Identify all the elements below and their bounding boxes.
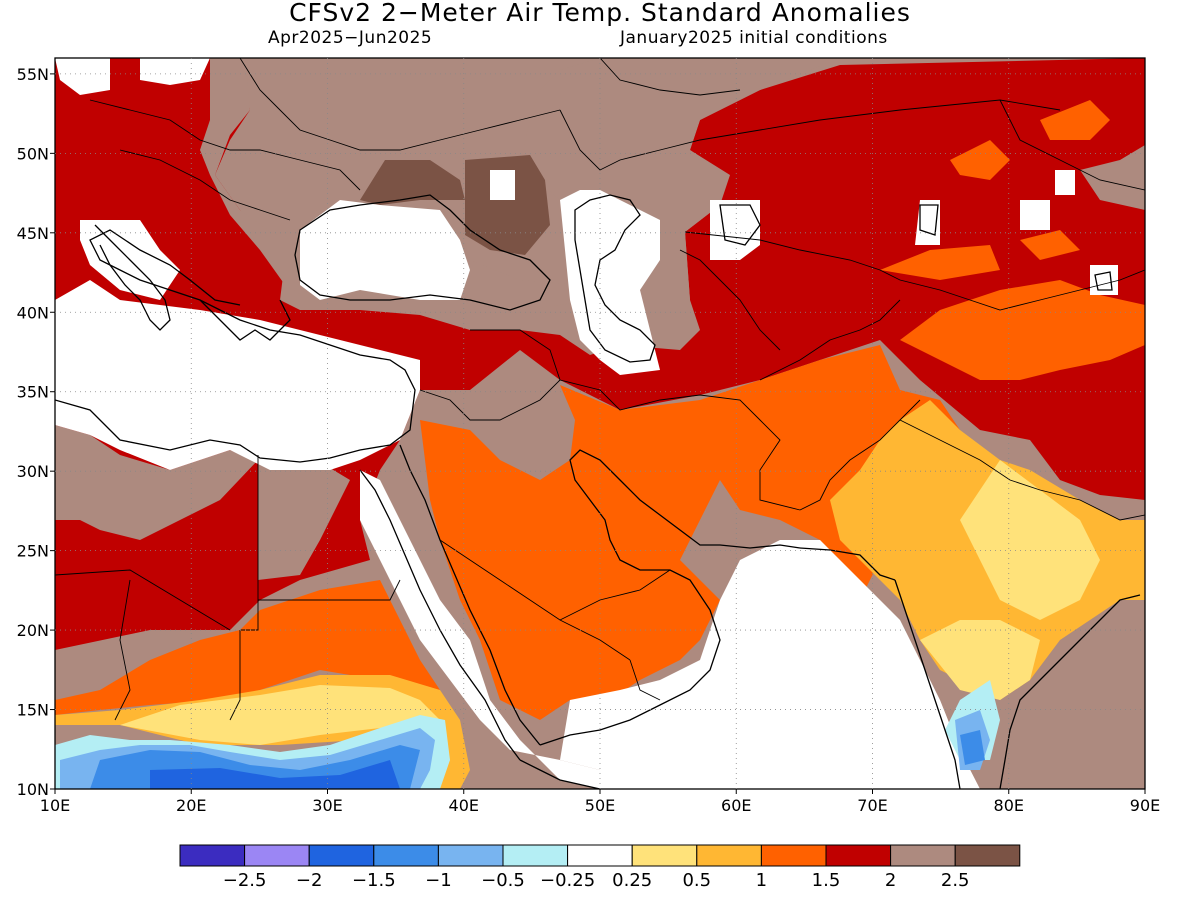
lon-label: 20E xyxy=(176,796,206,815)
forecast-period: Apr2025−Jun2025 xyxy=(268,28,433,48)
lat-label: 25N xyxy=(17,542,49,561)
legend-swatch xyxy=(179,844,246,867)
legend-swatch xyxy=(954,844,1021,867)
legend-swatch xyxy=(631,844,698,867)
borders xyxy=(55,58,1145,721)
legend-label: 1.5 xyxy=(812,870,841,891)
map-title: CFSv2 2−Meter Air Temp. Standard Anomali… xyxy=(289,0,911,27)
lat-label: 15N xyxy=(17,701,49,720)
lon-label: 10E xyxy=(40,796,70,815)
legend-label: 2.5 xyxy=(941,870,970,891)
lat-label: 35N xyxy=(17,383,49,402)
legend-label: −0.25 xyxy=(540,870,595,891)
color-legend xyxy=(179,844,1021,867)
initial-conditions: January2025 initial conditions xyxy=(620,28,888,48)
graticule xyxy=(55,58,1145,789)
legend-label: −0.5 xyxy=(481,870,525,891)
lon-label: 70E xyxy=(857,796,887,815)
lat-label: 30N xyxy=(17,462,49,481)
lon-label: 50E xyxy=(585,796,615,815)
legend-swatch xyxy=(696,844,762,867)
legend-swatch xyxy=(437,844,504,867)
legend-label: 2 xyxy=(885,870,896,891)
lat-label: 40N xyxy=(17,303,49,322)
lat-label: 45N xyxy=(17,224,49,243)
lon-label: 30E xyxy=(312,796,342,815)
legend-label: −1 xyxy=(425,870,452,891)
legend-label: 0.5 xyxy=(682,870,711,891)
lon-label: 60E xyxy=(721,796,751,815)
legend-swatch xyxy=(308,844,375,867)
legend-label: 1 xyxy=(756,870,767,891)
legend-swatch xyxy=(244,844,310,867)
lat-label: 10N xyxy=(17,780,49,799)
legend-swatch xyxy=(502,844,569,867)
anomaly-fields xyxy=(55,58,1145,789)
legend-swatch xyxy=(373,844,439,867)
lat-label: 20N xyxy=(17,621,49,640)
lon-label: 90E xyxy=(1130,796,1160,815)
lat-label: 55N xyxy=(17,65,49,84)
legend-swatch xyxy=(760,844,827,867)
lat-label: 50N xyxy=(17,144,49,163)
lon-label: 80E xyxy=(994,796,1024,815)
legend-swatch xyxy=(890,844,956,867)
legend-label: −2 xyxy=(296,870,323,891)
lon-label: 40E xyxy=(449,796,479,815)
legend-swatch xyxy=(825,844,892,867)
coastlines xyxy=(55,194,1141,789)
legend-swatch xyxy=(567,844,633,867)
legend-label: 0.25 xyxy=(612,870,652,891)
legend-label: −2.5 xyxy=(223,870,267,891)
legend-label: −1.5 xyxy=(352,870,396,891)
